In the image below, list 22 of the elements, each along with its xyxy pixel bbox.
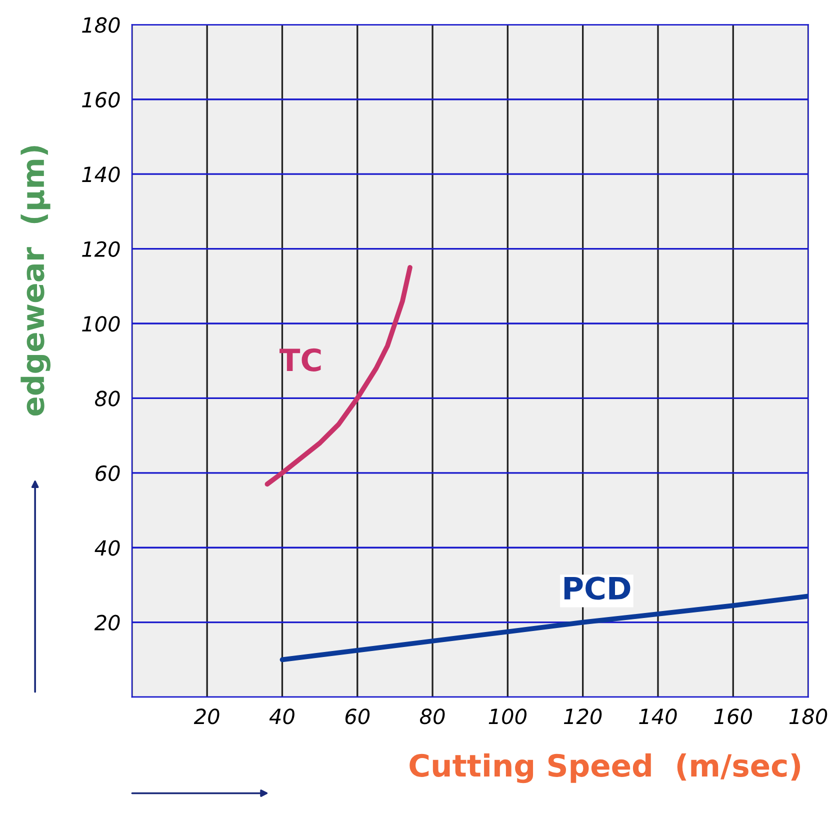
x-axis-title: Cutting Speed (m/sec)	[410, 753, 800, 784]
x-tick-label: 80	[420, 708, 445, 724]
x-tick-label: 140	[639, 708, 677, 724]
x-tick-label: 60	[345, 708, 370, 724]
x-tick-label: 40	[269, 708, 294, 724]
line-series	[264, 265, 412, 487]
y-tick-label: 60	[96, 465, 120, 482]
x-tick-label: 160	[714, 708, 752, 724]
y-tick-label: 100	[82, 316, 120, 332]
y-tick-label: 80	[95, 390, 120, 406]
y-tick-label: 120	[82, 241, 120, 258]
y-tick-label: 140	[82, 166, 120, 182]
y-axis-title: edgewear (µm)	[20, 146, 50, 416]
y-tick-label: 160	[82, 92, 120, 108]
y-tick-label: 180	[82, 17, 120, 33]
series-label: PCD	[564, 576, 630, 600]
x-tick-label: 100	[488, 708, 527, 724]
y-tick-label: 20	[94, 614, 120, 631]
x-tick-label: 120	[564, 708, 602, 724]
x-tick-label: 20	[194, 708, 220, 724]
x-tick-label: 180	[789, 708, 828, 724]
y-tick-label: 40	[94, 540, 120, 556]
